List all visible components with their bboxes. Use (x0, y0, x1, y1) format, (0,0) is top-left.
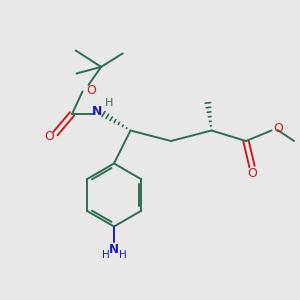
Text: O: O (273, 122, 283, 135)
Text: H: H (118, 250, 126, 260)
Text: H: H (105, 98, 113, 108)
Text: O: O (247, 167, 257, 181)
Text: H: H (102, 250, 110, 260)
Text: O: O (86, 83, 96, 97)
Text: N: N (92, 105, 102, 118)
Text: O: O (44, 130, 54, 143)
Text: N: N (109, 243, 119, 256)
